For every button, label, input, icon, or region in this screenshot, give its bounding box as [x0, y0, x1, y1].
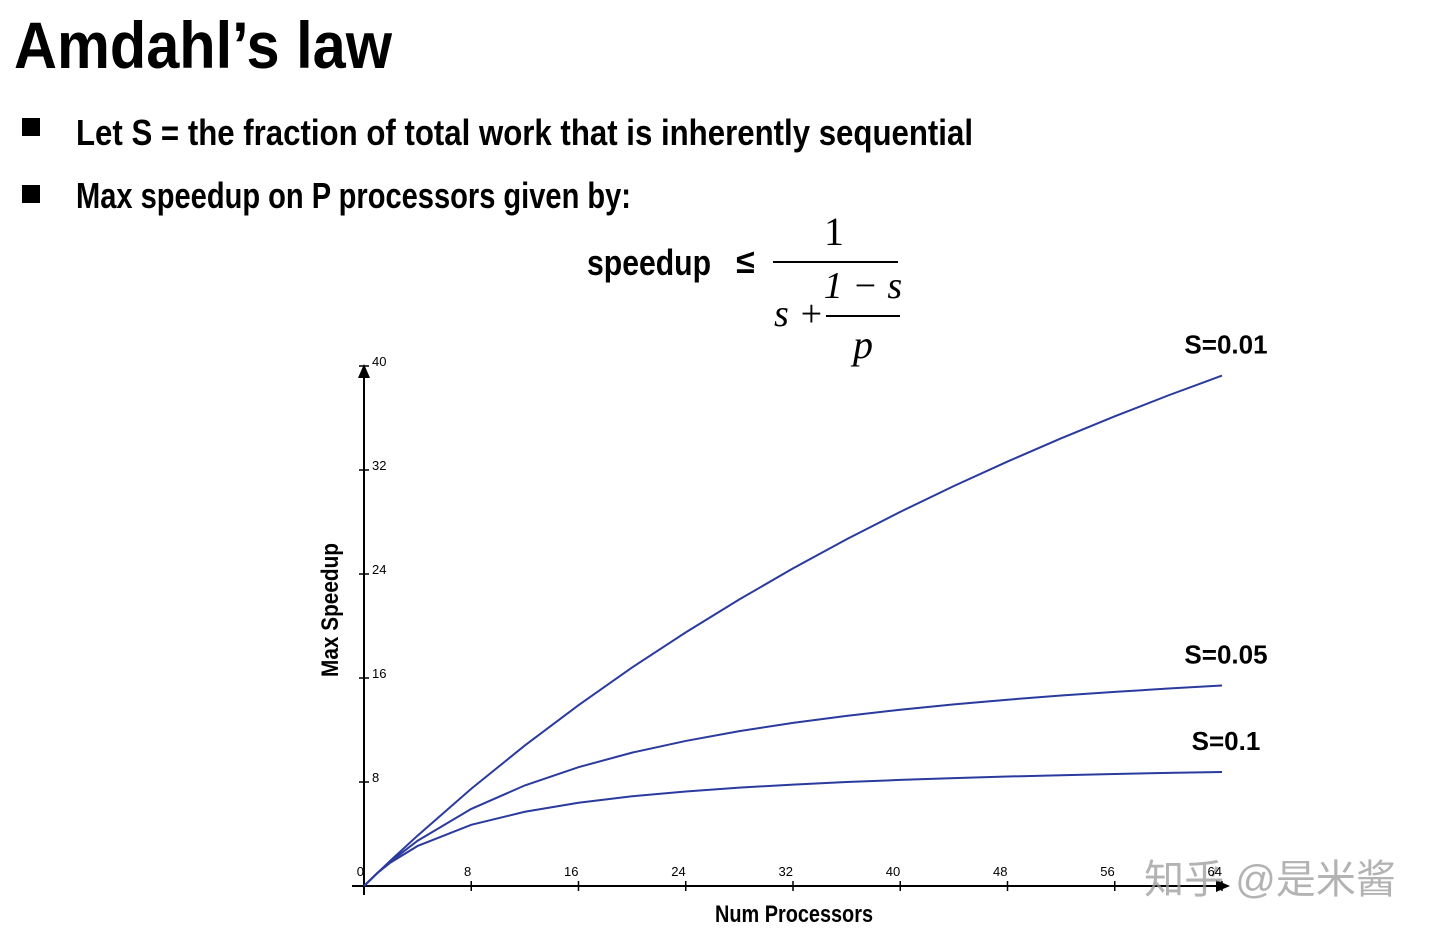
series-line — [363, 374, 1223, 887]
x-tick-label: 32 — [779, 864, 793, 879]
series-label: S=0.05 — [1184, 640, 1267, 670]
formula-inner-denominator: p — [850, 322, 873, 367]
y-tick-label: 40 — [372, 354, 386, 369]
x-tick-label: 48 — [993, 864, 1007, 879]
y-tick-label: 16 — [372, 666, 386, 681]
slide-title: Amdahl’s law — [14, 8, 393, 82]
x-tick-label: 24 — [671, 864, 685, 879]
x-tick-label: 0 — [357, 864, 364, 879]
formula-relation: ≤ — [736, 243, 755, 281]
bullet-text: Let S = the fraction of total work that … — [76, 112, 973, 153]
x-tick-label: 40 — [886, 864, 900, 879]
x-tick-label: 8 — [464, 864, 471, 879]
formula-s-plus: s + — [774, 293, 824, 335]
formula-numerator: 1 — [824, 209, 844, 254]
x-tick-label: 64 — [1208, 864, 1222, 879]
y-axis-label: Max Speedup — [317, 543, 344, 677]
series-line — [363, 684, 1223, 887]
x-tick-label: 56 — [1100, 864, 1114, 879]
series-line — [363, 770, 1223, 887]
formula-inner-numerator: 1 − s — [824, 265, 902, 307]
series-label: S=0.01 — [1184, 330, 1267, 360]
series-label: S=0.1 — [1192, 726, 1261, 756]
axis-arrow — [358, 364, 370, 378]
bullet-icon — [22, 185, 40, 203]
bullet-text: Max speedup on P processors given by: — [76, 175, 631, 216]
x-axis-label: Num Processors — [715, 901, 873, 928]
watermark: 知乎 @是米酱 — [1144, 858, 1396, 902]
formula-lhs: speedup — [587, 242, 711, 283]
bullet-icon — [22, 118, 40, 136]
y-tick-label: 32 — [372, 458, 386, 473]
y-tick-label: 24 — [372, 562, 386, 577]
x-tick-label: 16 — [564, 864, 578, 879]
axis-arrow — [1216, 880, 1230, 892]
y-tick-label: 8 — [372, 770, 379, 785]
